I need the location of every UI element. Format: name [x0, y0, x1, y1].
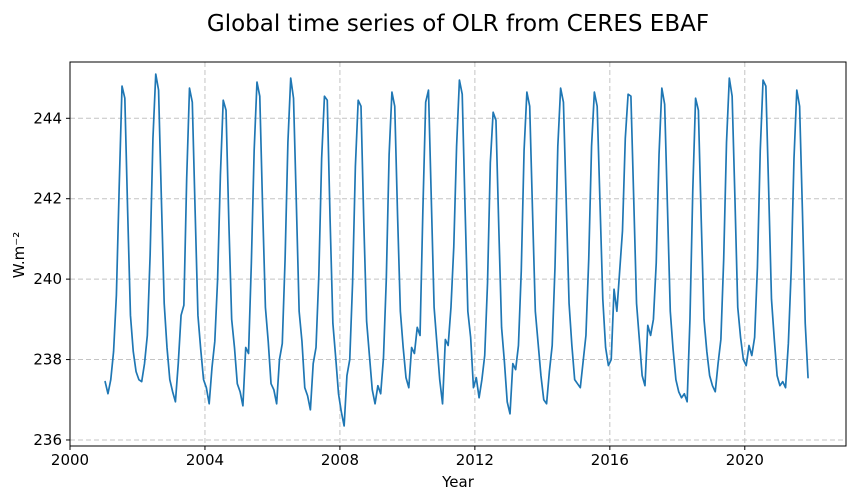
x-tick-label: 2016	[591, 451, 629, 469]
y-tick-label: 236	[33, 431, 62, 449]
y-tick-label: 238	[33, 351, 62, 369]
data-line	[104, 73, 809, 427]
chart-title: Global time series of OLR from CERES EBA…	[206, 11, 710, 37]
x-axis-label: Year	[442, 473, 474, 491]
x-tick-label: 2008	[321, 451, 359, 469]
y-tick-label: 244	[33, 109, 62, 127]
x-tick-label: 2004	[186, 451, 224, 469]
y-tick-label: 242	[33, 190, 62, 208]
axes-box	[69, 61, 847, 447]
y-tick-label: 240	[33, 270, 62, 288]
x-tick-label: 2020	[726, 451, 764, 469]
y-axis-label: W.m⁻²	[10, 231, 28, 279]
x-tick-label: 2012	[456, 451, 494, 469]
x-tick-label: 2000	[51, 451, 89, 469]
